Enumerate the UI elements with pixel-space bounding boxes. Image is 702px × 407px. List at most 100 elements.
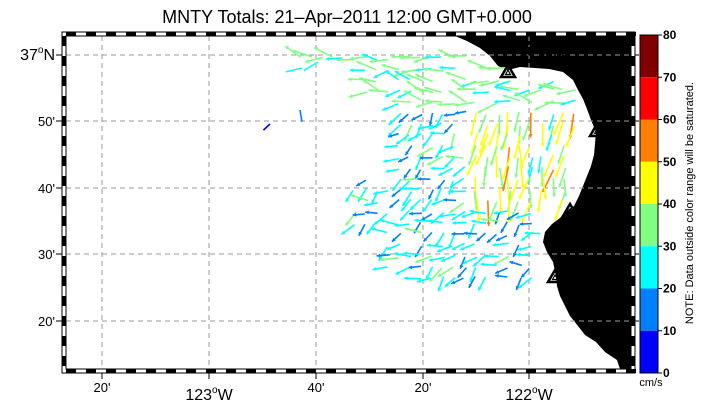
current-vector: [469, 209, 487, 215]
current-vector: [398, 113, 409, 124]
current-vector: [370, 227, 388, 234]
current-vector: [502, 166, 510, 192]
frame-checker: [631, 336, 635, 346]
current-vector: [516, 252, 531, 257]
current-vector: [512, 244, 520, 258]
current-vector: [523, 89, 541, 98]
current-vector: [417, 177, 431, 181]
current-vector: [406, 73, 424, 82]
current-vector: [428, 122, 442, 130]
frame-checker: [106, 369, 116, 373]
current-vector: [445, 154, 464, 159]
current-vector: [303, 61, 319, 72]
current-vector: [502, 157, 511, 180]
current-vector: [384, 144, 398, 149]
current-vector: [493, 210, 508, 215]
current-vector: [325, 56, 343, 61]
current-vector: [426, 155, 444, 166]
frame-checker: [426, 369, 436, 373]
colorbar: 80 70 60 50 40 30 20 10 0: [639, 28, 677, 380]
current-vector: [352, 212, 365, 217]
frame-checker: [186, 32, 196, 36]
frame-checker: [631, 56, 635, 66]
colorbar-segment: [640, 246, 658, 289]
current-vector: [397, 156, 409, 163]
current-vector: [439, 65, 456, 70]
frame-checker: [126, 369, 136, 373]
current-vector: [451, 242, 465, 251]
current-vector: [373, 190, 389, 196]
frame-checker: [266, 32, 276, 36]
current-vector: [456, 87, 476, 91]
current-vector: [554, 199, 563, 221]
x-tick-label: 123oW: [185, 385, 233, 404]
current-vector: [285, 67, 303, 73]
current-vector: [498, 167, 505, 188]
current-vector: [395, 267, 409, 276]
current-vector: [417, 124, 434, 130]
colorbar-note: NOTE: Data outside color range will be s…: [684, 82, 696, 324]
current-vector: [557, 145, 565, 164]
current-vector: [475, 144, 487, 166]
frame-checker: [62, 136, 66, 146]
x-tick-label: 122oW: [505, 385, 553, 404]
current-vector: [394, 70, 411, 81]
frame-checker: [546, 32, 556, 36]
current-vector: [514, 91, 533, 104]
current-vector: [552, 178, 556, 198]
frame-checker: [166, 369, 176, 373]
current-vector: [482, 166, 487, 187]
current-vector: [479, 125, 489, 146]
current-vector: [437, 276, 445, 292]
frame-checker: [631, 76, 635, 86]
current-vector: [384, 89, 401, 98]
current-vector: [348, 91, 368, 98]
current-vector: [463, 231, 477, 236]
frame-checker: [631, 136, 635, 146]
map-title: MNTY Totals: 21–Apr–2011 12:00 GMT+0.000: [162, 7, 532, 27]
radar-stations: [498, 62, 607, 284]
frame-checker: [62, 116, 66, 126]
frame-checker: [446, 369, 456, 373]
current-vector: [406, 80, 424, 93]
frame-checker: [506, 32, 516, 36]
current-vector: [506, 212, 519, 221]
scale-bar: 10 km: [567, 235, 610, 251]
current-vector: [414, 218, 432, 223]
current-vector: [430, 166, 445, 171]
current-vector: [528, 112, 533, 138]
current-vector: [434, 187, 442, 202]
current-vector: [544, 100, 565, 105]
current-vector: [519, 146, 531, 168]
frame-checker: [62, 216, 66, 226]
current-vector: [461, 211, 476, 219]
frame-checker: [286, 369, 296, 373]
current-vector: [362, 79, 380, 92]
current-vector: [350, 194, 369, 202]
land-area: [455, 36, 631, 369]
current-vector: [427, 189, 435, 200]
frame-checker: [62, 236, 66, 246]
current-vector: [428, 112, 434, 126]
colorbar-tick-label: 70: [663, 70, 677, 84]
frame-checker: [606, 369, 616, 373]
frame-checker: [62, 76, 66, 86]
frame-checker: [306, 32, 316, 36]
frame-checker: [631, 356, 635, 366]
current-vector: [513, 111, 520, 133]
current-vector: [498, 188, 503, 212]
frame-checker: [226, 369, 236, 373]
current-vector: [439, 213, 456, 218]
station-north: [498, 62, 518, 79]
current-vector: [391, 55, 411, 59]
current-vector: [486, 233, 498, 244]
current-vector: [437, 266, 454, 278]
x-axis-labels: 20' 123oW 40' 20' 122oW: [94, 380, 554, 404]
current-vector: [560, 99, 576, 106]
colorbar-tick-label: 80: [663, 28, 677, 42]
frame-checker: [586, 32, 596, 36]
x-tick-label: 20': [415, 380, 432, 395]
current-vector: [521, 200, 532, 223]
colorbar-tick-label: 60: [663, 113, 677, 127]
current-vector: [395, 134, 410, 145]
